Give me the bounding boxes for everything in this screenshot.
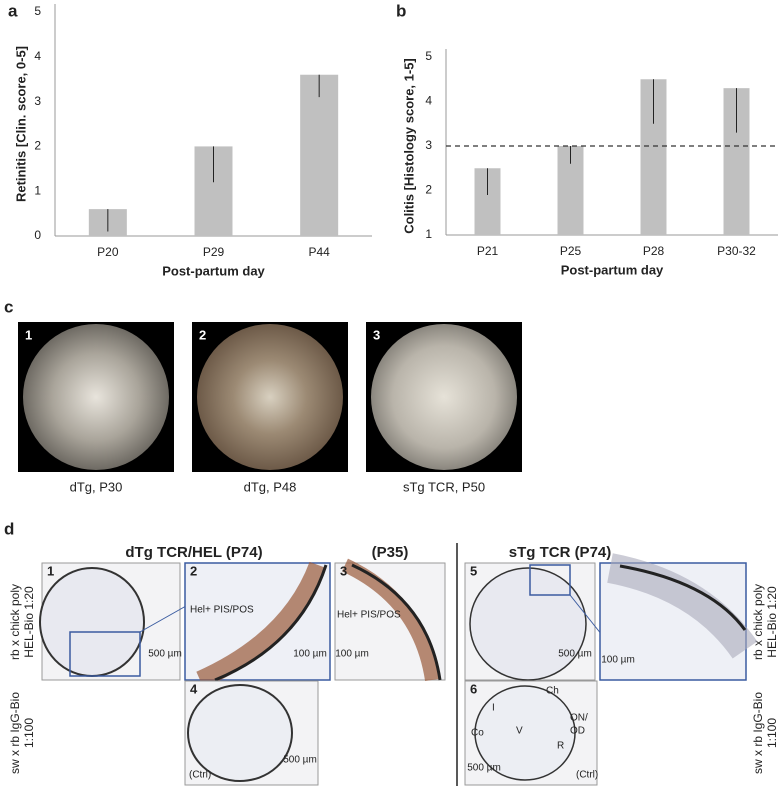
row-label: rb x chick poly HEL-Bio 1:20 [751, 584, 779, 660]
image-number: 6 [470, 681, 477, 696]
row-label-line: 1:100 [22, 718, 36, 748]
y-tick-label: 3 [425, 138, 432, 152]
panel-label: d [4, 519, 14, 538]
y-tick-label: 4 [425, 94, 432, 108]
y-axis-label: Colitis [Histology score, 1-5] [401, 58, 416, 234]
x-axis-label: Post-partum day [162, 263, 265, 278]
image-note: Hel+ PIS/POS [337, 610, 401, 621]
anatomy-label: V [516, 726, 523, 737]
image-number: 1 [47, 563, 54, 578]
y-tick-label: 2 [34, 139, 41, 153]
scale-label: 100 µm [601, 655, 635, 666]
image-note: (Ctrl) [576, 770, 598, 781]
scale-label: 500 µm [467, 763, 501, 774]
image-note: (Ctrl) [189, 770, 211, 781]
scale-label: 500 µm [558, 649, 592, 660]
column-header: dTg TCR/HEL (P74) [125, 544, 262, 561]
y-axis-label-group: Colitis [Histology score, 1-5] [401, 58, 416, 234]
histology-image: 100 µm [599, 553, 758, 681]
histology-image: 4 (Ctrl) 500 µm [184, 680, 319, 786]
row-label-line: sw x rb IgG-Bio [8, 692, 22, 774]
fundus-image: 1 [18, 322, 174, 472]
fundus-image: 3 [366, 322, 522, 472]
bar [300, 74, 339, 236]
image-caption: dTg, P48 [244, 479, 297, 494]
column-header: sTg TCR (P74) [509, 544, 612, 561]
panel-label: c [4, 297, 13, 316]
image-number: 3 [373, 327, 380, 342]
y-axis-label: Retinitis [Clin. score, 0-5] [13, 46, 28, 202]
anatomy-label: Ch [546, 686, 559, 697]
anatomy-label: I [492, 703, 495, 714]
row-label-line: HEL-Bio 1:20 [22, 586, 36, 658]
y-tick-label: 5 [425, 49, 432, 63]
image-caption: sTg TCR, P50 [403, 479, 485, 494]
image-number: 3 [340, 563, 347, 578]
row-label-line: 1:100 [765, 718, 779, 748]
row-label-line: rb x chick poly [751, 584, 765, 660]
image-number: 2 [199, 327, 206, 342]
row-label: sw x rb IgG-Bio 1:100 [8, 692, 36, 774]
y-tick-label: 3 [34, 94, 41, 108]
y-tick-label: 1 [34, 183, 41, 197]
x-tick-label: P28 [643, 244, 665, 258]
x-tick-label: P21 [477, 244, 499, 258]
y-axis-label-group: Retinitis [Clin. score, 0-5] [13, 46, 28, 202]
row-label-line: rb x chick poly [8, 584, 22, 660]
y-tick-label: 2 [425, 183, 432, 197]
image-number: 1 [25, 327, 32, 342]
image-caption: dTg, P30 [70, 479, 123, 494]
row-label: rb x chick poly HEL-Bio 1:20 [8, 584, 36, 660]
image-number: 4 [190, 681, 198, 696]
image-number: 2 [190, 563, 197, 578]
fundus-image: 2 [192, 322, 348, 472]
anatomy-label: R [557, 741, 564, 752]
histology-image: 5 500 µm [464, 562, 603, 681]
image-number: 5 [470, 563, 477, 578]
x-tick-label: P44 [308, 245, 330, 259]
image-note: Hel+ PIS/POS [190, 605, 254, 616]
scale-label: 500 µm [148, 649, 182, 660]
column-header: (P35) [372, 544, 409, 561]
scale-label: 500 µm [283, 755, 317, 766]
histology-image: 1 500 µm [39, 562, 187, 681]
histology-image: 6 (Ctrl) 500 µm Co I Ch V ON/ OD R [464, 680, 598, 786]
row-label: sw x rb IgG-Bio 1:100 [751, 692, 779, 774]
x-tick-label: P25 [560, 244, 582, 258]
row-label-line: sw x rb IgG-Bio [751, 692, 765, 774]
anatomy-label: OD [570, 726, 585, 737]
x-tick-label: P29 [203, 245, 225, 259]
y-tick-label: 5 [34, 4, 41, 18]
x-tick-label: P30-32 [717, 244, 756, 258]
y-tick-label: 1 [425, 227, 432, 241]
x-axis-label: Post-partum day [561, 262, 664, 277]
histology-image: 3 Hel+ PIS/POS 100 µm [334, 558, 446, 682]
anatomy-label: ON/ [570, 713, 588, 724]
panel-label: b [396, 1, 406, 20]
scale-label: 100 µm [293, 649, 327, 660]
y-tick-label: 0 [34, 228, 41, 242]
anatomy-label: Co [471, 728, 484, 739]
histology-image: 2 Hel+ PIS/POS 100 µm [184, 561, 331, 689]
y-tick-label: 4 [34, 49, 41, 63]
x-tick-label: P20 [97, 245, 119, 259]
row-label-line: HEL-Bio 1:20 [765, 586, 779, 658]
panel-label: a [8, 1, 18, 20]
scale-label: 100 µm [335, 649, 369, 660]
